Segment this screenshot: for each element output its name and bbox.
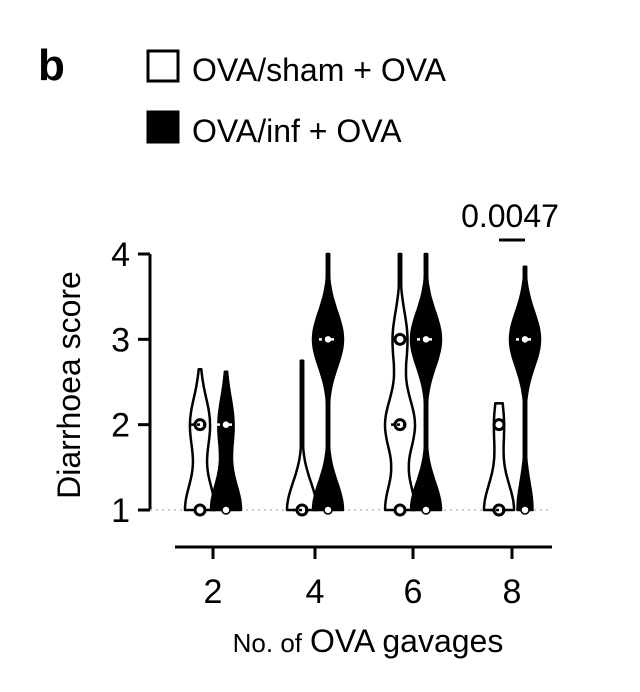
y-tick-label: 1 [111,492,130,530]
legend-swatch-inf [146,110,180,144]
x-axis-label-main: OVA gavages [310,623,503,659]
legend: OVA/sham + OVA OVA/inf + OVA [146,49,447,149]
panel-label: b [38,41,65,90]
data-point [520,505,530,515]
violin-sham-4 [285,359,319,512]
legend-label-sham: OVA/sham + OVA [192,52,447,88]
data-point [492,418,506,432]
y-axis: 1 2 3 4 Diarrhoea score [51,236,152,530]
x-tick-label: 8 [503,573,522,611]
x-axis: 2 4 6 8 No. of OVA gavages [175,545,552,659]
violin-sham-2 [183,367,217,512]
x-tick-label: 4 [306,573,325,611]
x-axis-label-prefix: No. of [233,628,303,658]
legend-label-inf: OVA/inf + OVA [192,113,402,149]
data-point [193,503,207,517]
data-point [421,505,431,515]
y-tick-label: 4 [111,236,130,274]
data-point [393,503,407,517]
p-value-label: 0.0047 [461,198,559,234]
data-point [393,332,407,346]
violins [183,252,542,517]
violin-inf-4 [311,252,345,512]
x-axis-label: No. of OVA gavages [233,623,504,659]
legend-swatch-sham [146,49,180,83]
y-axis-label: Diarrhoea score [51,271,87,499]
x-tick-label: 6 [404,573,423,611]
violin-sham-8 [482,402,516,512]
data-point [221,505,231,515]
y-tick-label: 3 [111,321,130,359]
x-tick-label: 2 [204,573,223,611]
data-point [323,505,333,515]
violin-inf-2 [209,370,243,512]
y-tick-label: 2 [111,407,130,445]
violin-inf-8 [508,265,542,512]
significance-annotation: 0.0047 [461,198,559,242]
violin-inf-6 [409,252,443,512]
violin-sham-6 [383,252,417,512]
